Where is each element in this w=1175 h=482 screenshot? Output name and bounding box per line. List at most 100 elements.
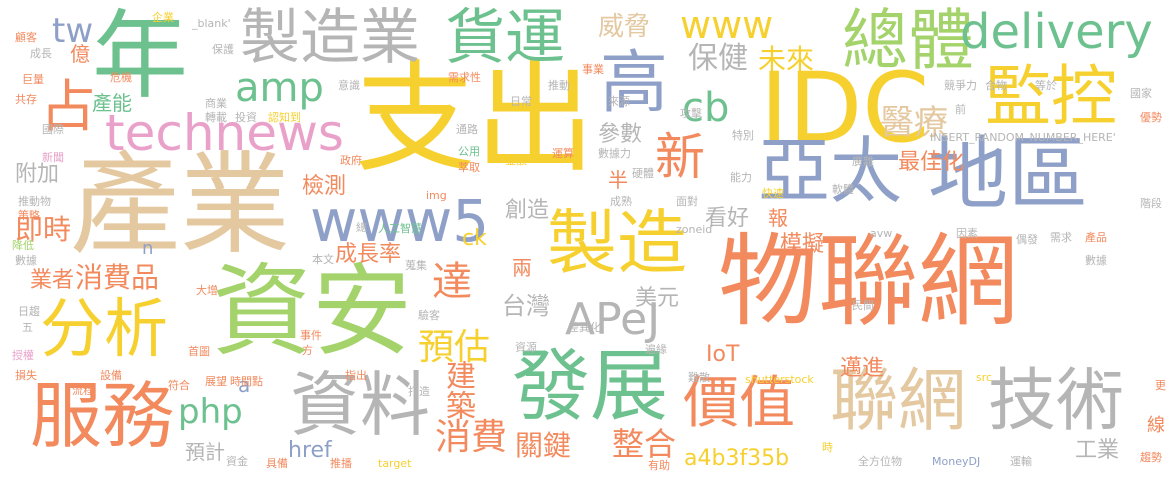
word: 政府 bbox=[340, 154, 362, 167]
word: 業者 bbox=[30, 268, 75, 293]
word: 醫療 bbox=[880, 103, 948, 143]
word: 附加 bbox=[15, 162, 60, 187]
word: 製造業 bbox=[240, 3, 420, 73]
word: technews bbox=[105, 104, 344, 162]
word: 報 bbox=[768, 206, 788, 230]
word: 監控 bbox=[985, 58, 1117, 135]
word: 技術 bbox=[988, 362, 1125, 441]
word: 線 bbox=[1144, 415, 1165, 433]
word: 整合 bbox=[612, 425, 677, 463]
word: 未來 bbox=[758, 43, 815, 76]
word: 新聞 bbox=[42, 151, 64, 164]
word: 顧客 bbox=[15, 31, 37, 44]
word: 事業 bbox=[582, 63, 604, 76]
word: 面對 bbox=[676, 195, 698, 208]
word: 日常 bbox=[510, 95, 532, 108]
word: 通路 bbox=[456, 123, 478, 136]
word: 本文 bbox=[312, 253, 334, 266]
word: tw bbox=[52, 11, 94, 51]
word: 數據 bbox=[1085, 254, 1107, 267]
word: 資料 bbox=[290, 364, 430, 446]
word: target bbox=[378, 457, 412, 470]
word: 成熟 bbox=[610, 195, 632, 208]
word: 全方位物 bbox=[858, 455, 902, 468]
word: 公用 bbox=[458, 145, 480, 158]
word: 成長率 bbox=[335, 242, 402, 267]
word: a bbox=[238, 373, 251, 397]
word: 需求 bbox=[1050, 231, 1072, 244]
word: 參數 bbox=[598, 122, 643, 147]
word: 難散 bbox=[688, 371, 710, 384]
word: 符合 bbox=[168, 379, 190, 392]
word: cb bbox=[682, 85, 730, 131]
word: 兩 bbox=[512, 256, 532, 280]
word: 工業 bbox=[1075, 438, 1120, 463]
word: 等於 bbox=[1035, 79, 1057, 92]
word: 物聯網 bbox=[718, 223, 1018, 340]
word: www5 bbox=[310, 187, 490, 255]
word: 價值 bbox=[683, 371, 795, 436]
word: 資安 bbox=[212, 253, 412, 370]
word: n bbox=[142, 238, 154, 259]
word: 地區 bbox=[928, 128, 1088, 221]
word: 數據 bbox=[15, 254, 37, 267]
word: 建築 bbox=[440, 360, 475, 420]
word: 資金 bbox=[226, 455, 248, 468]
word: 階段 bbox=[1140, 197, 1162, 210]
word: 消費品 bbox=[75, 261, 160, 294]
word: 策略 bbox=[18, 209, 40, 222]
word: 資源 bbox=[515, 341, 537, 354]
word: 關鍵 bbox=[515, 429, 572, 462]
word: 展望 bbox=[205, 375, 227, 388]
word: 具備 bbox=[266, 457, 288, 470]
word: 意識 bbox=[338, 79, 360, 92]
word: 消費 bbox=[435, 417, 508, 458]
word: 軟體 bbox=[832, 183, 854, 196]
word: 投資 bbox=[235, 111, 257, 124]
word: 差異化 bbox=[568, 321, 601, 334]
word: 時間點 bbox=[230, 375, 263, 388]
word: amp bbox=[235, 65, 324, 111]
word: 巨量 bbox=[22, 73, 44, 86]
word: 首圖 bbox=[188, 345, 210, 358]
word: 最佳化 bbox=[898, 150, 965, 175]
word: 看好 bbox=[705, 206, 750, 231]
word: 指出 bbox=[345, 369, 367, 382]
word: 總體 bbox=[842, 2, 974, 79]
word: 邁進 bbox=[840, 356, 885, 381]
word: 貨運 bbox=[445, 3, 565, 73]
word: 需求性 bbox=[448, 71, 481, 84]
word: 大增 bbox=[196, 284, 218, 297]
word: 認知到 bbox=[268, 111, 301, 124]
word: 模擬 bbox=[780, 232, 825, 257]
word: 企業 bbox=[152, 11, 174, 24]
word: 危機 bbox=[110, 71, 132, 84]
word: 人工智慧 bbox=[378, 222, 422, 235]
word: shutterstock bbox=[745, 373, 814, 386]
word: ck bbox=[462, 226, 487, 251]
word: 產品 bbox=[1085, 231, 1107, 244]
word: delivery bbox=[960, 4, 1153, 60]
word: IoT bbox=[706, 342, 740, 367]
word: 檢測 bbox=[302, 174, 347, 199]
word: 支出 bbox=[355, 50, 595, 189]
word: 運算 bbox=[552, 147, 574, 160]
word: 亞太 bbox=[758, 129, 903, 213]
word: avw bbox=[870, 227, 893, 240]
word: 預計 bbox=[185, 440, 225, 464]
word: 新 bbox=[655, 128, 705, 186]
word: 遍緣 bbox=[645, 343, 667, 356]
word: 驗客 bbox=[418, 309, 440, 322]
word: 產業 bbox=[70, 141, 290, 269]
word: 保護 bbox=[212, 43, 234, 56]
word: 共存 bbox=[15, 93, 37, 106]
word: 事件 bbox=[300, 329, 322, 342]
word: 民間 bbox=[852, 299, 874, 312]
word: 成長 bbox=[30, 47, 52, 60]
word: 總 bbox=[356, 221, 367, 234]
word: MoneyDJ bbox=[932, 455, 981, 468]
word: 年 bbox=[92, 0, 188, 112]
word: 發展 bbox=[512, 342, 669, 432]
word: 方 bbox=[302, 344, 313, 357]
word: 設備 bbox=[100, 369, 122, 382]
